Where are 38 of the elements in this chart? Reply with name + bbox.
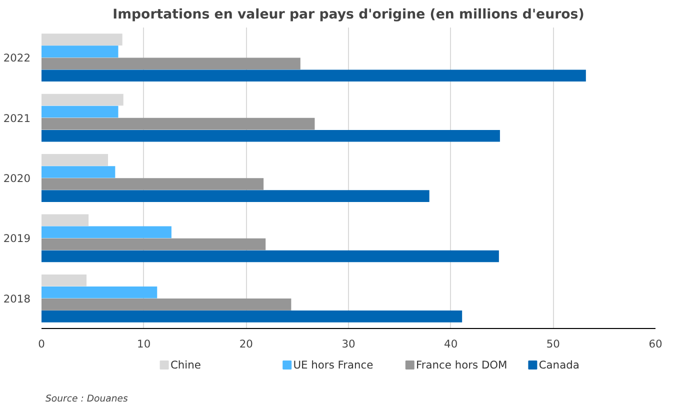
legend-label: UE hors France (293, 358, 374, 372)
y-tick-label: 2018 (3, 292, 31, 306)
bar (42, 274, 87, 286)
bar (42, 178, 264, 190)
bar (42, 190, 430, 202)
bar (42, 58, 300, 70)
legend-label: Chine (170, 358, 201, 372)
x-tick-label: 20 (239, 338, 254, 350)
bar (42, 94, 124, 106)
legend-label: Canada (538, 358, 580, 372)
y-tick-label: 2022 (3, 52, 31, 65)
x-tick-label: 30 (342, 338, 356, 350)
bar (42, 106, 118, 118)
x-tick-label: 50 (546, 338, 560, 350)
x-tick-label: 0 (38, 338, 46, 350)
y-tick-label: 2019 (3, 232, 31, 246)
bar (42, 130, 500, 142)
bar (42, 298, 292, 310)
chart-title: Importations en valeur par pays d'origine (en millions d'euros) (112, 8, 584, 22)
y-tick-label: 2020 (3, 172, 31, 185)
x-tick-label: 10 (137, 338, 151, 350)
bar (42, 238, 266, 250)
bar (42, 70, 586, 82)
bar (42, 310, 462, 322)
x-tick-label: 60 (648, 338, 662, 350)
legend-label: France hors DOM (416, 358, 508, 372)
bar (42, 286, 158, 298)
y-tick-label: 2021 (3, 112, 31, 125)
bar (42, 46, 118, 58)
bar (42, 166, 116, 178)
x-tick-label: 40 (444, 338, 458, 350)
bar (42, 34, 122, 46)
bar (42, 226, 172, 238)
source-note: Source : Douanes (46, 394, 128, 404)
bar (42, 250, 499, 262)
bar (42, 118, 315, 130)
bar (42, 214, 89, 226)
bar (42, 154, 108, 166)
